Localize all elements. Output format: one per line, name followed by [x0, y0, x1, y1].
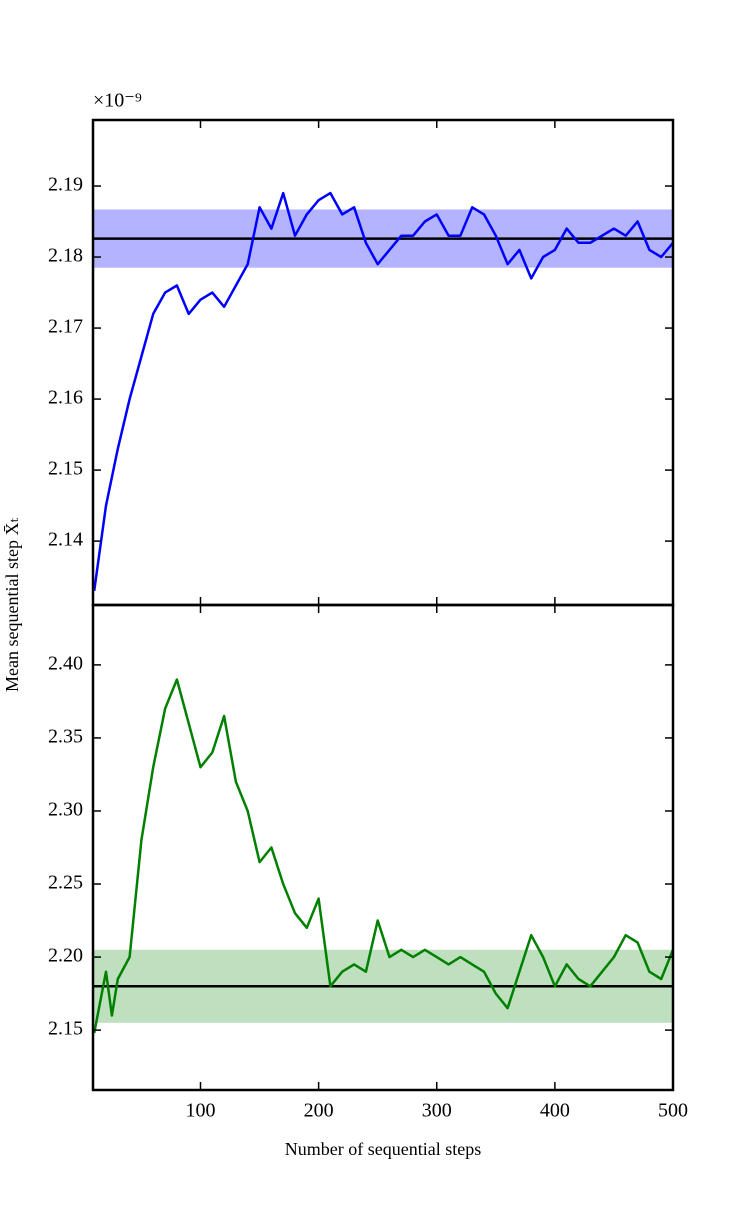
plot-frame: [91, 118, 675, 607]
x-tick-label: 400: [540, 1100, 570, 1122]
y-tick-label: 2.25: [48, 872, 83, 894]
y-tick-label: 2.14: [48, 529, 83, 551]
y-tick-label: 2.15: [48, 1018, 83, 1040]
y-tick-label: 2.16: [48, 387, 83, 409]
plot-frame: [91, 603, 675, 1092]
x-tick-label: 200: [304, 1100, 334, 1122]
y-tick-label: 2.40: [48, 652, 83, 674]
y-tick-label: 2.35: [48, 726, 83, 748]
y-tick-label: 2.18: [48, 245, 83, 267]
x-axis-label: Number of sequential steps: [285, 1139, 481, 1159]
x-tick-label: 300: [422, 1100, 452, 1122]
offset-label: ×10⁻⁹: [93, 90, 142, 112]
x-tick-label: 100: [185, 1100, 215, 1122]
y-tick-label: 2.20: [48, 945, 83, 967]
y-tick-label: 2.19: [48, 174, 83, 196]
series-line: [92, 678, 675, 1034]
x-tick-label: 500: [658, 1100, 688, 1122]
y-tick-label: 2.17: [48, 316, 83, 338]
series-line: [92, 191, 674, 591]
y-tick-label: 2.30: [48, 799, 83, 821]
y-axis-label: Mean sequential step X̄ₜ: [2, 518, 22, 692]
y-tick-label: 2.15: [48, 458, 83, 480]
